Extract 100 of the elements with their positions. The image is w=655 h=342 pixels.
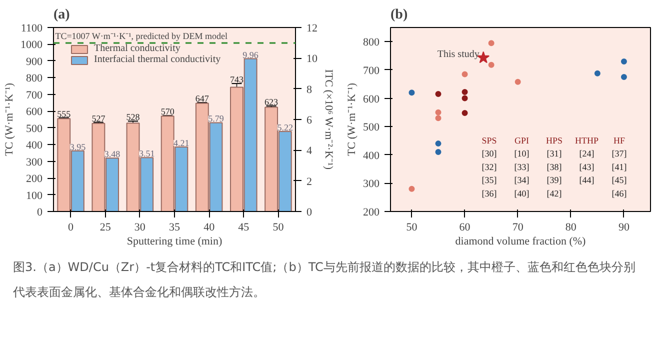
- y2-axis-title: ITC (×10⁶ W·m⁻²·K⁻¹): [322, 69, 334, 170]
- point: [594, 70, 600, 76]
- y-tick-label: 400: [363, 150, 380, 162]
- y-tick-label: 1100: [20, 22, 43, 34]
- x-tick-label: 45: [238, 222, 250, 234]
- data-label: 647: [195, 94, 210, 104]
- point: [435, 109, 442, 116]
- data-label: 5.22: [277, 122, 294, 132]
- point: [435, 115, 442, 122]
- annotation: [42]: [546, 188, 562, 198]
- annotation: SPS: [482, 135, 497, 146]
- data-label: 4.21: [174, 138, 190, 148]
- data-label: 3.51: [138, 148, 155, 159]
- y2-tick-label: 6: [306, 114, 312, 126]
- y2-tick-label: 4: [306, 145, 312, 158]
- annotation: [45]: [612, 175, 627, 186]
- data-label: 743: [230, 74, 244, 85]
- annotation: [38]: [546, 162, 562, 172]
- annotation: [43]: [579, 162, 594, 172]
- point: [462, 89, 468, 96]
- legend-label: Interfacial thermal conductivity: [94, 54, 221, 65]
- annotation: GPI: [514, 135, 530, 146]
- y2-tick-label: 12: [306, 22, 318, 34]
- x-tick-label: 80: [565, 222, 577, 234]
- annotation: [36]: [482, 188, 497, 198]
- annotation: [41]: [612, 162, 627, 172]
- x-tick-label: 0: [68, 222, 74, 234]
- y-tick-label: 300: [26, 156, 43, 168]
- point: [488, 62, 494, 68]
- data-label: 3.95: [70, 142, 86, 152]
- y-tick-label: 800: [26, 72, 43, 85]
- annotation: [46]: [612, 188, 627, 198]
- annotation: [10]: [514, 148, 530, 159]
- x-axis-title: diamond volume fraction (%): [455, 236, 586, 248]
- y2-tick-label: 10: [306, 53, 318, 66]
- annotation: [35]: [482, 175, 497, 186]
- legend-label: Thermal conductivity: [94, 43, 180, 54]
- point: [435, 149, 442, 156]
- annotation: HTHP: [575, 135, 599, 146]
- data-label: 570: [160, 106, 175, 117]
- x-tick-label: 70: [512, 222, 524, 234]
- y2-tick-label: 2: [306, 176, 312, 188]
- annotation: [37]: [612, 148, 627, 159]
- chart-title: (b): [390, 8, 408, 22]
- x-tick-label: 50: [272, 222, 284, 234]
- annotation: [30]: [482, 148, 497, 159]
- y-tick-label: 500: [363, 122, 380, 134]
- data-label: 528: [126, 112, 140, 122]
- annotation: [39]: [546, 175, 562, 186]
- point: [435, 91, 442, 98]
- series-label: This study: [437, 48, 480, 60]
- y-tick-label: 400: [26, 140, 43, 152]
- annotation: [31]: [546, 148, 562, 159]
- y-axis-title: TC (W·m⁻¹·K⁻¹): [346, 82, 358, 156]
- point: [620, 74, 627, 80]
- y-tick-label: 500: [26, 122, 43, 135]
- data-label: 5.79: [208, 114, 224, 124]
- x-tick-label: 50: [406, 222, 418, 234]
- data-label: 3.48: [104, 149, 121, 160]
- annotation: HF: [614, 135, 626, 146]
- annotation: [44]: [579, 175, 594, 186]
- y-tick-label: 800: [363, 36, 380, 49]
- data-label: 9.96: [242, 50, 259, 60]
- y-axis-title: TC (W·m⁻¹·K⁻¹): [4, 82, 16, 156]
- x-tick-label: 90: [618, 222, 630, 234]
- point: [462, 110, 468, 116]
- x-tick-label: 25: [100, 222, 112, 234]
- x-tick-label: 35: [169, 222, 180, 234]
- point: [435, 140, 442, 147]
- y-tick-label: 1000: [20, 39, 43, 52]
- y-tick-label: 600: [26, 106, 43, 118]
- x-tick-label: 60: [459, 222, 471, 234]
- data-label: 623: [264, 96, 279, 107]
- x-tick-label: 30: [134, 222, 146, 234]
- caption: 图3.（a）WD/Cu（Zr）-t复合材料的TC和ITC值;（b）TC与先前报道的数据的比较，其中橙子、蓝色和红色色块分别代表表面金属化、基体合金化和偶联改性方法。: [13, 259, 636, 302]
- y-tick-label: 200: [26, 173, 43, 186]
- y-tick-label: 100: [26, 190, 43, 202]
- y-tick-label: 200: [363, 206, 380, 218]
- y-tick-label: 0: [37, 206, 43, 218]
- annotation: [32]: [482, 162, 497, 172]
- y-tick-label: 300: [363, 178, 380, 190]
- annotation: [40]: [514, 188, 530, 198]
- point: [408, 90, 415, 96]
- point: [462, 95, 468, 102]
- annotation: [33]: [514, 162, 530, 172]
- y2-tick-label: 8: [306, 84, 312, 96]
- point: [514, 78, 521, 85]
- data-label: 527: [92, 113, 106, 124]
- annotation: [34]: [514, 175, 530, 186]
- y-tick-label: 700: [26, 89, 43, 102]
- chart-title: (a): [54, 8, 70, 22]
- point: [462, 71, 468, 78]
- x-tick-label: 40: [204, 222, 216, 234]
- point: [408, 186, 415, 192]
- y2-tick-label: 0: [306, 206, 312, 218]
- data-label: 555: [57, 108, 72, 119]
- point: [488, 40, 494, 46]
- y-tick-label: 600: [363, 93, 380, 106]
- annotation: [24]: [579, 148, 594, 159]
- point: [620, 58, 627, 64]
